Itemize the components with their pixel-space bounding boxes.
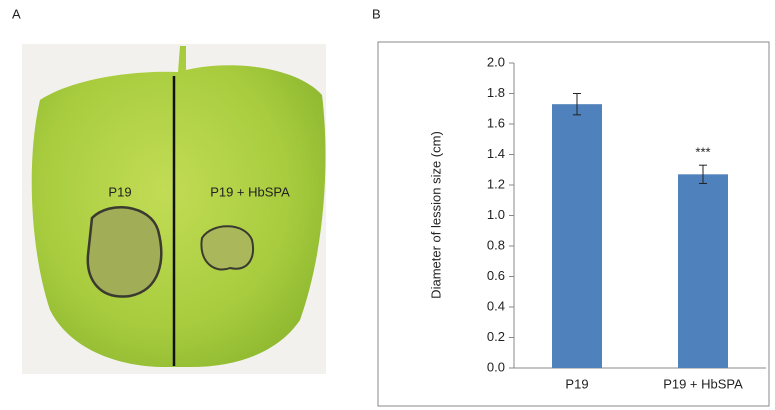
y-tick-label: 1.8 — [487, 85, 505, 100]
lesion — [200, 225, 254, 271]
lesion — [86, 206, 163, 298]
y-tick-label: 0.0 — [487, 359, 505, 374]
y-tick-label: 1.2 — [487, 176, 505, 191]
leaf-label: P19 + HbSPA — [210, 184, 290, 199]
y-tick-label: 1.4 — [487, 146, 505, 161]
y-tick-label: 0.2 — [487, 329, 505, 344]
y-tick-label: 2.0 — [487, 54, 505, 69]
bar-chart: 0.0 0.2 0.4 0.6 0.8 1.0 1.2 1.4 1.6 1.8 2.0 Diamete… — [428, 54, 766, 391]
leaf-label: P19 — [108, 184, 131, 199]
x-tick-label: P19 — [565, 376, 588, 391]
bar — [552, 104, 602, 369]
y-axis-label: Diameter of lession size (cm) — [428, 131, 443, 299]
panel-label: A — [12, 6, 21, 21]
panel-label: B — [372, 6, 381, 21]
significance: *** — [695, 145, 710, 160]
x-tick-label: P19 + HbSPA — [663, 376, 743, 391]
y-tick-label: 1.0 — [487, 207, 505, 222]
y-tick-label: 0.4 — [487, 298, 505, 313]
y-tick-label: 0.6 — [487, 268, 505, 283]
chart-frame — [377, 41, 770, 407]
bar — [678, 174, 728, 368]
y-tick-label: 1.6 — [487, 115, 505, 130]
leaf — [31, 46, 326, 368]
y-tick-label: 0.8 — [487, 237, 505, 252]
